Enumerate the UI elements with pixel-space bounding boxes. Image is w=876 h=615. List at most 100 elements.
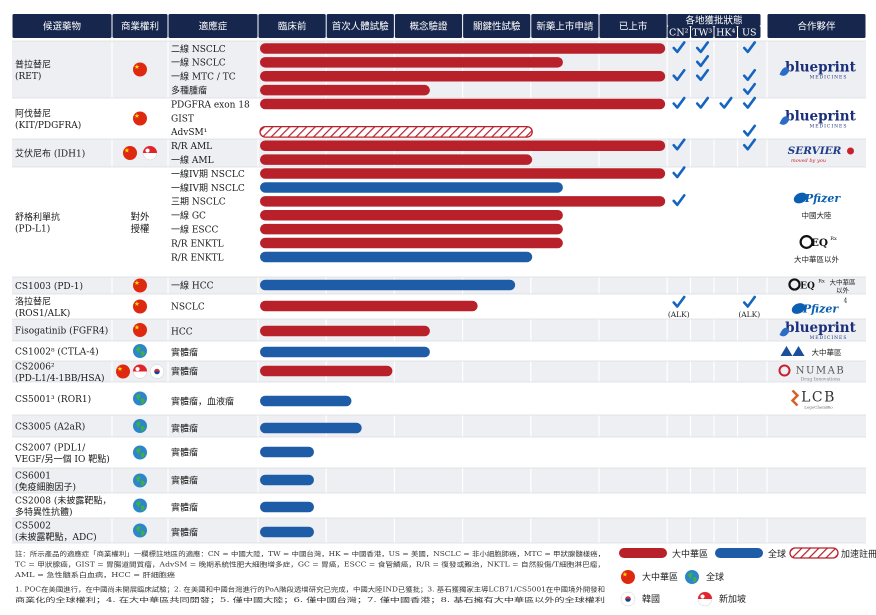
- approved-check-icon: [695, 96, 710, 109]
- approved-check-icon: [695, 68, 710, 82]
- pipeline-bar: [260, 43, 666, 54]
- eq-logo-icon: [799, 235, 814, 249]
- pipeline-bar: [260, 154, 533, 165]
- approved-check-icon: [672, 41, 686, 54]
- row-shading: [12, 415, 866, 437]
- legend-global-swatch: [715, 548, 763, 558]
- lcb-logo: LCB: [801, 390, 836, 406]
- pipeline-bar: [260, 526, 314, 538]
- indication-label: HCC: [171, 327, 193, 337]
- indication-label: 實體瘤: [171, 526, 198, 538]
- header-approval-group-bg: [667, 14, 761, 26]
- blueprint-mark-icon: [779, 327, 790, 337]
- blueprint-sub: MEDICINES: [810, 124, 848, 130]
- approved-check-icon: [672, 166, 686, 179]
- pipeline-bar: [260, 474, 314, 486]
- drug-name: 阿伐替尼: [15, 108, 51, 120]
- header-stage: 首次人體試驗: [332, 21, 390, 33]
- flag-star-icon: ★: [134, 325, 140, 332]
- approved-check-icon: [695, 55, 710, 68]
- header-region: CN²: [669, 28, 689, 39]
- indication-label: AdvSM¹: [170, 128, 207, 138]
- header-region: HK⁴: [716, 28, 735, 39]
- legend-global-label: 全球: [768, 548, 786, 560]
- pipeline-bar: [259, 125, 533, 138]
- indication-label: 實體瘤: [171, 346, 198, 358]
- pipeline-bar: [260, 98, 666, 110]
- blueprint-mark-icon: [779, 67, 790, 76]
- indication-label: 實體瘤: [171, 446, 198, 458]
- header-region-bg: [738, 26, 761, 38]
- drug-name: CS2008 (未披露靶點，: [15, 495, 111, 507]
- approved-check-icon: [742, 82, 757, 95]
- indication-label: 一線 GC: [171, 210, 206, 222]
- pipeline-bar: [260, 71, 666, 82]
- pipeline-bar: [260, 422, 362, 434]
- drug-name: 普拉替尼: [15, 59, 51, 71]
- china-flag-icon: [116, 364, 130, 379]
- servier-sub: moved by you: [791, 158, 826, 164]
- drug-target: (ROS1/ALK): [15, 308, 70, 319]
- flag-star-icon: ★: [117, 366, 123, 373]
- approved-check-icon: [742, 295, 757, 308]
- footnote-line: TC = 甲狀腺癌，GIST = 胃腸道間質瘤，AdvSM = 晚期系統性肥大細…: [15, 560, 605, 569]
- china-flag-icon: [133, 299, 147, 314]
- alk-label: (ALK): [668, 310, 690, 319]
- indication-label: 實體瘤: [171, 501, 198, 513]
- pfizer-pill-icon: [793, 192, 808, 204]
- approved-check-icon: [695, 41, 710, 54]
- approved-check-icon: [742, 138, 757, 151]
- indication-label: 一線IV期 NSCLC: [171, 182, 245, 194]
- servier-dot-icon: [847, 147, 854, 155]
- drug-target: 多特異性抗體): [15, 506, 73, 518]
- lcb-sub: LegoChemBio: [804, 405, 833, 410]
- pipeline-bar: [260, 196, 666, 207]
- indication-label: 一線IV期 NSCLC: [171, 168, 245, 180]
- indication-label: 多種腫瘤: [171, 84, 207, 96]
- indication-label: 三期 NSCLC: [171, 197, 226, 208]
- eq-logo: EQ: [800, 282, 815, 292]
- servier-logo: SERVIER: [788, 145, 842, 157]
- approved-check-icon: [672, 68, 686, 82]
- globe-icon: [133, 344, 147, 358]
- globe-icon: [133, 523, 147, 538]
- header-stage: 關鍵性試驗: [473, 21, 521, 33]
- row-shading: [12, 518, 866, 543]
- flag-star-icon: ★: [622, 572, 628, 579]
- header-stage-bg: [531, 14, 599, 38]
- indication-label: NSCLC: [171, 302, 205, 312]
- pipeline-bar: [260, 346, 430, 358]
- header-region-bg: [667, 26, 690, 38]
- china-flag-icon: [133, 278, 147, 293]
- pipeline-bar: [260, 223, 563, 235]
- korea-blue: [625, 599, 631, 602]
- drug-target: (PD-L1): [15, 224, 50, 235]
- approved-check-icon: [672, 138, 686, 151]
- globe-icon: [133, 445, 147, 460]
- korea-blue: [154, 371, 160, 375]
- header-stage: 臨床前: [278, 21, 307, 33]
- approved-check-icon: [672, 295, 686, 308]
- korea-red: [154, 368, 160, 372]
- header-region-bg: [714, 26, 737, 38]
- globe-land: [135, 526, 145, 536]
- pipeline-bar: [260, 140, 666, 151]
- drug-target: VEGF/另一個 IO 靶點): [14, 453, 110, 465]
- header-region-bg: [691, 26, 714, 38]
- eq-sup: Rx: [830, 236, 837, 242]
- drug-name: CS2007 (PDL1/: [15, 443, 86, 454]
- flag-star-icon: ★: [134, 113, 140, 120]
- legend-china-label: 大中華區: [672, 548, 708, 560]
- drug-target: (RET): [15, 71, 41, 82]
- singapore-moon: [145, 148, 150, 153]
- globe-icon: [133, 391, 147, 406]
- pipeline-bar: [260, 84, 430, 96]
- pipeline-bar: [260, 501, 314, 513]
- globe-icon: [133, 419, 147, 433]
- indication-label: 一線 NSCLC: [171, 57, 226, 69]
- korea-red: [625, 596, 631, 599]
- globe-land: [135, 394, 145, 404]
- indication-label: PDGFRA exon 18: [171, 100, 250, 110]
- header-drug-bg: [12, 14, 112, 38]
